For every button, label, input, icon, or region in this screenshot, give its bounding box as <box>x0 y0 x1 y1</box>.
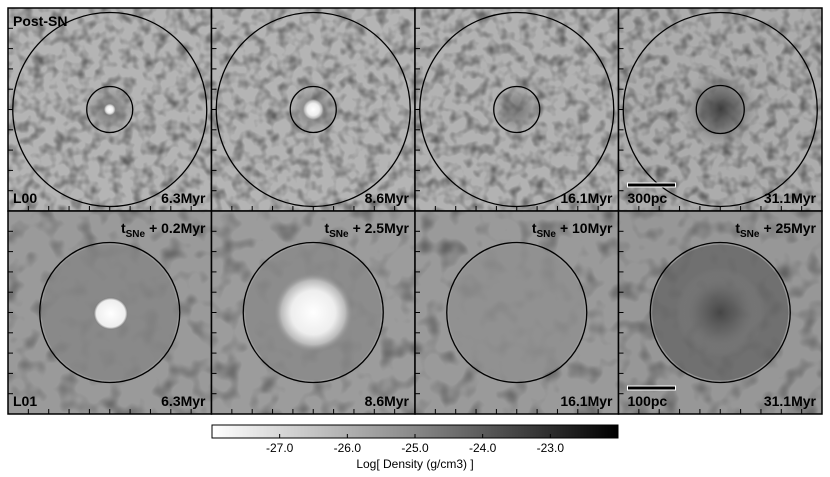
time-label: 6.3Myr <box>161 393 206 409</box>
colorbar: Log[ Density (g/cm3) ] -27.0 -26.0 -25.0 -2… <box>211 424 619 471</box>
event-rest: + 25Myr <box>763 220 816 236</box>
core <box>490 83 543 136</box>
time-label: 31.1Myr <box>764 393 817 409</box>
time-label: 16.1Myr <box>560 190 613 206</box>
event-label: tSNe + 25Myr <box>735 220 816 240</box>
event-rest: + 10Myr <box>560 220 613 236</box>
event-sub: SNe <box>740 229 760 240</box>
event-t: t <box>735 220 740 236</box>
core <box>675 267 766 358</box>
inner-circle <box>493 85 541 134</box>
time-label: 8.6Myr <box>365 393 410 409</box>
colorbar-label: Log[ Density (g/cm3) ] <box>356 457 473 471</box>
time-label: 31.1Myr <box>764 190 817 206</box>
event-t: t <box>121 220 126 236</box>
scale-bar <box>627 385 676 391</box>
panel: 6.3Myr L00 Post-SN <box>7 7 213 212</box>
row-label: L00 <box>13 190 37 206</box>
core <box>680 69 761 150</box>
panel: tSNe + 10Myr 16.1Myr <box>414 210 620 415</box>
panel-image <box>415 8 619 211</box>
colorbar-tick-label: -26.0 <box>334 441 362 455</box>
event-sub: SNe <box>329 229 349 240</box>
time-label: 8.6Myr <box>365 190 410 206</box>
panel-image <box>8 211 212 414</box>
time-label: 16.1Myr <box>560 393 613 409</box>
outer-circle <box>39 241 181 384</box>
outer-circle <box>649 241 791 384</box>
outer-circle <box>446 241 588 384</box>
event-rest: + 2.5Myr <box>353 220 410 236</box>
event-label: tSNe + 10Myr <box>532 220 613 240</box>
event-sub: SNe <box>126 229 146 240</box>
event-sub: SNe <box>537 229 557 240</box>
row-label: L01 <box>13 393 37 409</box>
inner-circle <box>695 84 745 135</box>
figure-title: Post-SN <box>13 13 67 29</box>
panel-image <box>618 211 822 414</box>
panel-image <box>8 8 212 211</box>
event-label: tSNe + 2.5Myr <box>324 220 409 240</box>
scale-bar <box>627 182 676 188</box>
event-t: t <box>532 220 537 236</box>
event-label: tSNe + 0.2Myr <box>121 220 206 240</box>
panel-image <box>618 8 822 211</box>
inner-circle <box>86 85 134 134</box>
event-rest: + 0.2Myr <box>149 220 206 236</box>
colorbar-tick-label: -24.0 <box>469 441 497 455</box>
hot-core <box>302 98 325 121</box>
panel-image <box>211 8 415 211</box>
scale-bar-label: 100pc <box>628 393 668 409</box>
bubble <box>93 297 128 330</box>
scale-bar-label: 300pc <box>628 190 668 206</box>
colorbar-tick-label: -27.0 <box>266 441 294 455</box>
panel: tSNe + 0.2Myr 6.3Myr L01 <box>7 210 213 415</box>
time-label: 6.3Myr <box>161 190 206 206</box>
inner-circle <box>289 85 337 134</box>
disk <box>448 244 585 381</box>
panel: 31.1Myr 300pc <box>617 7 823 212</box>
outer-circle <box>242 241 384 384</box>
hot-core <box>103 103 116 116</box>
panel: 8.6Myr <box>210 7 416 212</box>
colorbar-tick-label: -25.0 <box>401 441 429 455</box>
bubble <box>273 272 354 353</box>
panel-image <box>415 211 619 414</box>
panel: tSNe + 25Myr 31.1Myr 100pc <box>617 210 823 415</box>
panel: tSNe + 2.5Myr 8.6Myr <box>210 210 416 415</box>
event-t: t <box>324 220 329 236</box>
panel-image <box>211 211 415 414</box>
colorbar-tick-label: -23.0 <box>537 441 565 455</box>
panel: 16.1Myr <box>414 7 620 212</box>
